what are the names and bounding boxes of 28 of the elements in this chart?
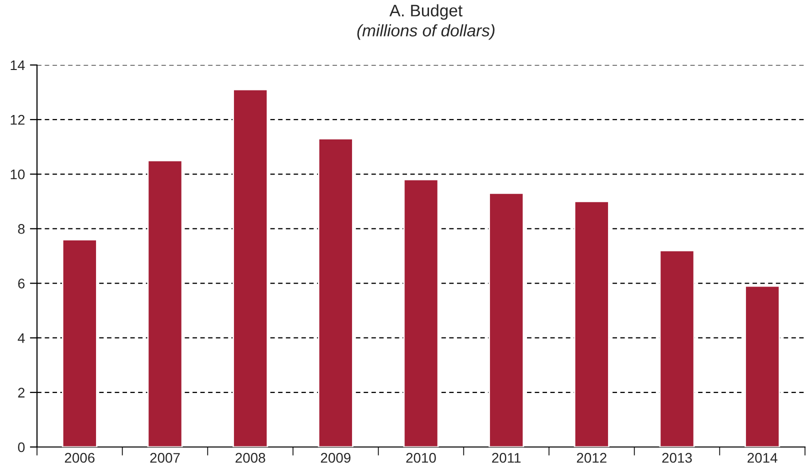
x-tick-label: 2008 xyxy=(236,452,266,463)
y-tick-label: 12 xyxy=(10,114,24,125)
bar xyxy=(232,88,268,447)
x-tick-label: 2013 xyxy=(662,452,692,463)
x-tick-label: 2014 xyxy=(748,452,778,463)
y-tick-label: 10 xyxy=(10,169,25,180)
bar xyxy=(574,200,610,447)
x-tick-label: 2006 xyxy=(64,452,95,463)
bar xyxy=(403,178,439,447)
bar xyxy=(744,285,780,447)
x-tick-label: 2011 xyxy=(492,452,521,463)
x-tick-label: 2010 xyxy=(406,452,436,463)
x-tick-label: 2007 xyxy=(150,452,180,463)
bar xyxy=(488,192,524,447)
bar xyxy=(62,238,98,447)
bar xyxy=(659,250,695,447)
x-tick-label: 2009 xyxy=(320,452,350,463)
bar xyxy=(147,160,183,447)
chart-title: A. Budget xyxy=(389,4,462,20)
y-tick-label: 2 xyxy=(18,388,24,398)
x-tick-label: 2012 xyxy=(576,452,606,463)
y-tick-label: 0 xyxy=(18,442,25,452)
y-tick-label: 4 xyxy=(18,333,25,343)
y-tick-label: 8 xyxy=(18,224,25,234)
bar xyxy=(318,138,354,447)
y-tick-label: 6 xyxy=(18,278,25,288)
y-tick-label: 14 xyxy=(10,60,25,70)
chart-subtitle: (millions of dollars) xyxy=(357,24,494,40)
